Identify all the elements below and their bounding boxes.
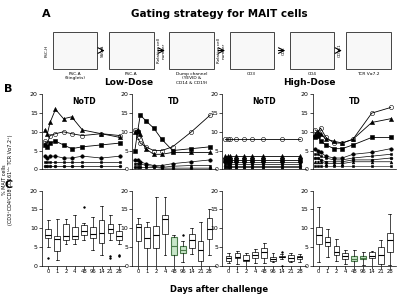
- Text: C: C: [4, 180, 12, 190]
- PathPatch shape: [325, 237, 330, 246]
- Text: CD8: CD8: [282, 46, 286, 55]
- FancyBboxPatch shape: [109, 32, 154, 69]
- PathPatch shape: [63, 224, 69, 240]
- FancyBboxPatch shape: [290, 32, 334, 69]
- PathPatch shape: [99, 220, 104, 243]
- PathPatch shape: [316, 227, 322, 244]
- PathPatch shape: [81, 225, 87, 235]
- Text: Dump channel
(YEVID &
CD14 & CD19): Dump channel (YEVID & CD14 & CD19): [176, 72, 207, 85]
- PathPatch shape: [261, 248, 267, 258]
- PathPatch shape: [198, 241, 204, 261]
- Text: Relative cell
number: Relative cell number: [217, 38, 225, 63]
- PathPatch shape: [136, 224, 141, 241]
- PathPatch shape: [45, 229, 51, 238]
- PathPatch shape: [288, 255, 294, 261]
- Text: NoTD: NoTD: [252, 97, 276, 106]
- PathPatch shape: [72, 227, 78, 239]
- PathPatch shape: [162, 215, 168, 234]
- Text: FSC-H: FSC-H: [44, 45, 48, 57]
- PathPatch shape: [360, 256, 366, 260]
- PathPatch shape: [252, 252, 258, 258]
- PathPatch shape: [270, 257, 276, 261]
- PathPatch shape: [108, 224, 113, 233]
- FancyBboxPatch shape: [346, 32, 391, 69]
- PathPatch shape: [297, 256, 302, 259]
- PathPatch shape: [90, 227, 96, 238]
- PathPatch shape: [342, 253, 348, 259]
- Text: TCR Vα7.2: TCR Vα7.2: [357, 72, 380, 76]
- Text: FSC-A: FSC-A: [125, 72, 138, 76]
- Text: CD4: CD4: [308, 72, 316, 76]
- FancyBboxPatch shape: [170, 32, 214, 69]
- PathPatch shape: [144, 227, 150, 248]
- Text: A: A: [42, 9, 51, 19]
- PathPatch shape: [351, 255, 357, 260]
- Text: Gating strategy for MAIT cells: Gating strategy for MAIT cells: [131, 9, 307, 19]
- Text: TD: TD: [168, 97, 180, 106]
- FancyBboxPatch shape: [53, 32, 97, 69]
- Text: CD161: CD161: [338, 44, 342, 57]
- PathPatch shape: [279, 256, 285, 258]
- Text: Days after challenge: Days after challenge: [170, 284, 268, 294]
- Text: FSC-A
(Singlets): FSC-A (Singlets): [64, 72, 85, 80]
- Text: Relative cell
number: Relative cell number: [156, 38, 165, 63]
- PathPatch shape: [54, 236, 60, 251]
- PathPatch shape: [116, 231, 122, 240]
- Text: CD3: CD3: [247, 72, 256, 76]
- Text: TD: TD: [348, 97, 360, 106]
- PathPatch shape: [189, 234, 194, 248]
- PathPatch shape: [171, 237, 177, 255]
- PathPatch shape: [244, 255, 249, 261]
- FancyBboxPatch shape: [230, 32, 274, 69]
- PathPatch shape: [334, 246, 339, 255]
- PathPatch shape: [387, 233, 393, 252]
- Text: Low-Dose: Low-Dose: [104, 78, 153, 87]
- Text: SSC-A: SSC-A: [101, 44, 105, 57]
- PathPatch shape: [234, 253, 240, 258]
- PathPatch shape: [206, 218, 212, 239]
- PathPatch shape: [180, 246, 186, 253]
- PathPatch shape: [378, 247, 384, 264]
- PathPatch shape: [369, 252, 375, 258]
- Text: High-Dose: High-Dose: [283, 78, 336, 87]
- Text: % MAIT cells
(CD3⁺CD4⁽CD8⁽CD161ʰʰᴵ TCR Vα7.2⁺): % MAIT cells (CD3⁺CD4⁽CD8⁽CD161ʰʰᴵ TCR V…: [2, 135, 13, 225]
- Text: B: B: [4, 84, 13, 94]
- PathPatch shape: [153, 226, 159, 248]
- PathPatch shape: [226, 256, 232, 261]
- Text: NoTD: NoTD: [72, 97, 96, 106]
